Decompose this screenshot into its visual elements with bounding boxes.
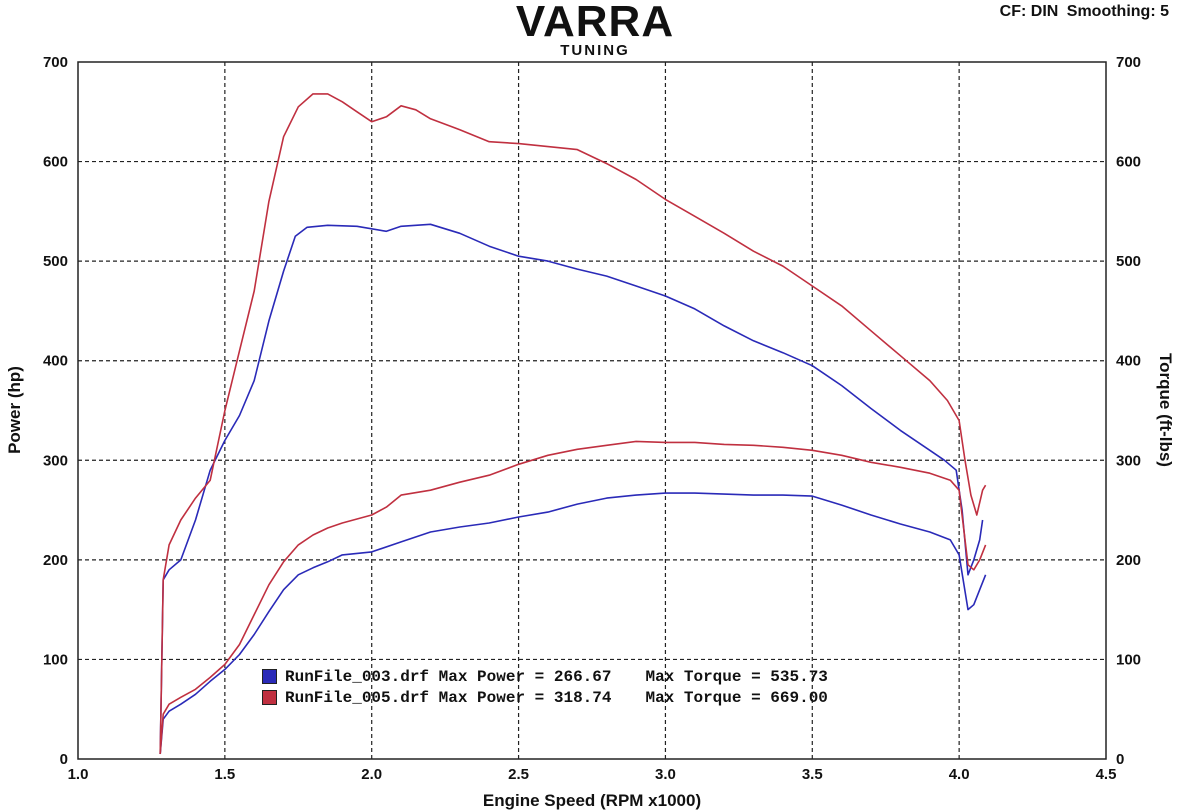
y2-axis-label: Torque (ft-lbs) [1156,353,1175,467]
legend-series-name: RunFile_003.drf [285,667,430,686]
legend-max-power: Max Power = 266.67 [438,667,612,686]
legend: RunFile_003.drf Max Power = 266.67 Max T… [262,666,828,708]
legend-max-torque: Max Torque = 669.00 [645,688,828,707]
x-tick-label: 4.5 [1096,766,1117,783]
series-lines [159,93,987,755]
y-tick-label: 100 [43,651,68,668]
y-tick-label: 700 [43,54,68,71]
brand-name: VARRA [515,0,675,46]
y2-axis-ticks: 0 100 200 300 400 500 600 700 [1116,54,1141,768]
x-tick-label: 4.0 [949,766,970,783]
y2-tick-label: 600 [1116,154,1141,171]
brand-sub: TUNING [560,42,630,59]
y2-tick-label: 500 [1116,253,1141,270]
x-axis-ticks: 1.0 1.5 2.0 2.5 3.0 3.5 4.0 4.5 [68,766,1117,783]
series-2-torque-line [159,93,987,755]
brand-logo: VARRA TUNING [470,0,720,58]
y-tick-label: 200 [43,552,68,569]
header-info: CF: DIN Smoothing: 5 [996,3,1169,21]
y-axis-label: Power (hp) [5,366,24,454]
smoothing-level: Smoothing: 5 [1066,3,1169,20]
series-1-torque-line [159,223,984,755]
y-tick-label: 300 [43,452,68,469]
x-tick-label: 1.0 [68,766,89,783]
x-tick-label: 2.5 [508,766,529,783]
y2-tick-label: 400 [1116,353,1141,370]
y2-tick-label: 100 [1116,651,1141,668]
x-tick-label: 3.5 [802,766,823,783]
legend-row: RunFile_003.drf Max Power = 266.67 Max T… [262,666,828,687]
legend-max-torque: Max Torque = 535.73 [645,667,828,686]
x-tick-label: 2.0 [361,766,382,783]
legend-series-name: RunFile_005.drf [285,688,430,707]
y-tick-label: 400 [43,353,68,370]
y2-tick-label: 0 [1116,751,1124,768]
y2-tick-label: 300 [1116,452,1141,469]
y2-tick-label: 200 [1116,552,1141,569]
y-tick-label: 0 [60,751,68,768]
y-axis-ticks: 0 100 200 300 400 500 600 700 [43,54,68,768]
legend-row: RunFile_005.drf Max Power = 318.74 Max T… [262,687,828,708]
grid [78,62,1106,759]
x-axis-label: Engine Speed (RPM x1000) [483,791,701,810]
x-tick-label: 1.5 [214,766,235,783]
y-tick-label: 500 [43,253,68,270]
legend-max-power: Max Power = 318.74 [438,688,612,707]
series-2-power-line [159,440,987,755]
y2-tick-label: 700 [1116,54,1141,71]
y-tick-label: 600 [43,154,68,171]
x-tick-label: 3.0 [655,766,676,783]
plot-area [77,61,1107,760]
series-1-power-line [159,492,987,755]
correction-factor: CF: DIN [999,3,1059,20]
legend-swatch-blue [262,669,277,684]
legend-swatch-red [262,690,277,705]
